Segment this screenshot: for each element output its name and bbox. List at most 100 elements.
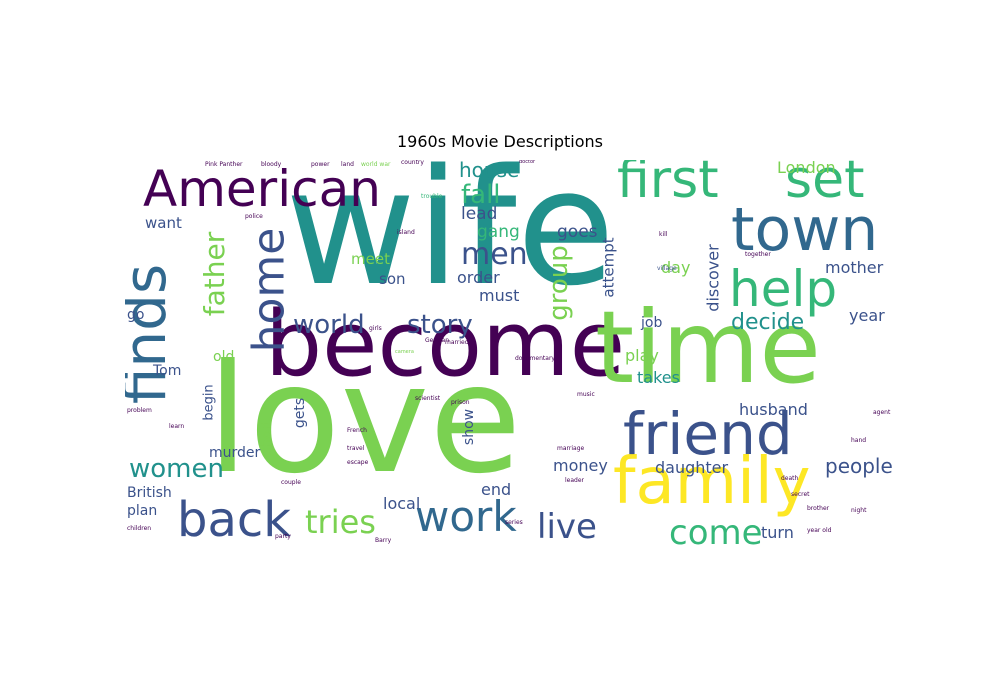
word: come	[669, 513, 763, 550]
word: goes	[557, 222, 598, 242]
word: music	[577, 391, 595, 398]
word: go	[127, 307, 145, 323]
word: German	[425, 337, 450, 344]
word: power	[311, 161, 330, 168]
word: discover	[703, 244, 723, 312]
word: husband	[739, 400, 808, 419]
word: attempt	[599, 237, 618, 298]
word: lead	[461, 204, 498, 224]
word: married	[445, 339, 469, 346]
word: together	[745, 251, 771, 258]
figure-title: 1960s Movie Descriptions	[396, 132, 604, 151]
word: wife	[285, 160, 616, 321]
word: scientist	[415, 395, 441, 402]
word: tries	[305, 503, 376, 541]
word: London	[777, 160, 836, 177]
word: travel	[347, 445, 365, 452]
word: leader	[565, 477, 585, 484]
word: death	[781, 475, 799, 482]
word: help	[729, 260, 838, 318]
word: women	[129, 454, 224, 484]
word: Pink Panther	[205, 161, 243, 168]
word: American	[143, 160, 381, 218]
word: prison	[451, 399, 470, 406]
word-cloud: wife love become time family friend town…	[125, 160, 902, 550]
word: village	[657, 265, 677, 272]
word: children	[127, 525, 152, 532]
word: kill	[659, 231, 668, 238]
word: son	[379, 270, 406, 288]
word: Tom	[153, 363, 182, 379]
word: play	[625, 346, 659, 365]
word: Barry	[375, 537, 392, 544]
word: local	[383, 494, 421, 513]
word: old	[213, 349, 235, 365]
word: secret	[791, 491, 810, 498]
word: short	[258, 419, 275, 455]
word: takes	[637, 368, 680, 387]
word: home	[243, 227, 295, 353]
word: show	[461, 408, 478, 446]
word: camera	[395, 349, 414, 355]
word: people	[825, 454, 893, 478]
word: begin	[201, 384, 217, 421]
word: want	[145, 214, 182, 232]
word: father	[198, 231, 232, 317]
word: must	[479, 286, 520, 305]
word: series	[505, 519, 523, 526]
word: French	[347, 427, 367, 434]
word: live	[537, 507, 597, 547]
word: finds	[125, 263, 180, 405]
word: turn	[761, 523, 794, 542]
word: escape	[347, 459, 369, 466]
word: agent	[873, 409, 891, 416]
word: set	[785, 160, 865, 210]
word: land	[341, 161, 354, 168]
word: country	[401, 160, 424, 166]
word: decide	[731, 310, 805, 335]
word: documentary	[515, 355, 555, 362]
word: meet	[351, 250, 390, 268]
word: brother	[807, 505, 830, 512]
word: problem	[127, 407, 152, 414]
word: time	[595, 289, 821, 406]
word: group	[543, 245, 574, 321]
word: first	[617, 160, 719, 210]
word: year	[849, 306, 885, 325]
word: girls	[369, 325, 382, 332]
word: work	[415, 492, 517, 541]
word: order	[457, 268, 500, 287]
word: house	[459, 160, 520, 182]
word: bloody	[261, 161, 282, 168]
word: money	[553, 456, 608, 475]
word: back	[177, 492, 292, 548]
word: couple	[281, 479, 301, 486]
word: party	[275, 533, 291, 540]
word: men	[461, 237, 528, 272]
word: become	[265, 292, 626, 397]
word: trouble	[421, 193, 443, 200]
word: year old	[807, 527, 832, 534]
word: island	[397, 229, 415, 236]
word: British	[127, 485, 172, 501]
word: friend	[623, 400, 793, 468]
word: learn	[169, 423, 185, 430]
word: marriage	[557, 445, 585, 452]
word: mother	[825, 258, 884, 277]
word: job	[641, 315, 663, 331]
word: town	[731, 195, 879, 265]
word: love	[207, 333, 522, 507]
word: night	[851, 507, 867, 514]
word: doctor	[519, 160, 536, 165]
word: story	[407, 310, 473, 340]
word: world	[293, 310, 365, 340]
word: world war	[361, 161, 391, 168]
word: hand	[851, 437, 867, 444]
word: day	[661, 258, 691, 277]
word: murder	[209, 445, 261, 461]
word: plan	[127, 503, 158, 519]
word: family	[613, 445, 811, 519]
word: end	[481, 480, 512, 499]
word: fall	[461, 180, 501, 210]
word: police	[245, 213, 263, 220]
